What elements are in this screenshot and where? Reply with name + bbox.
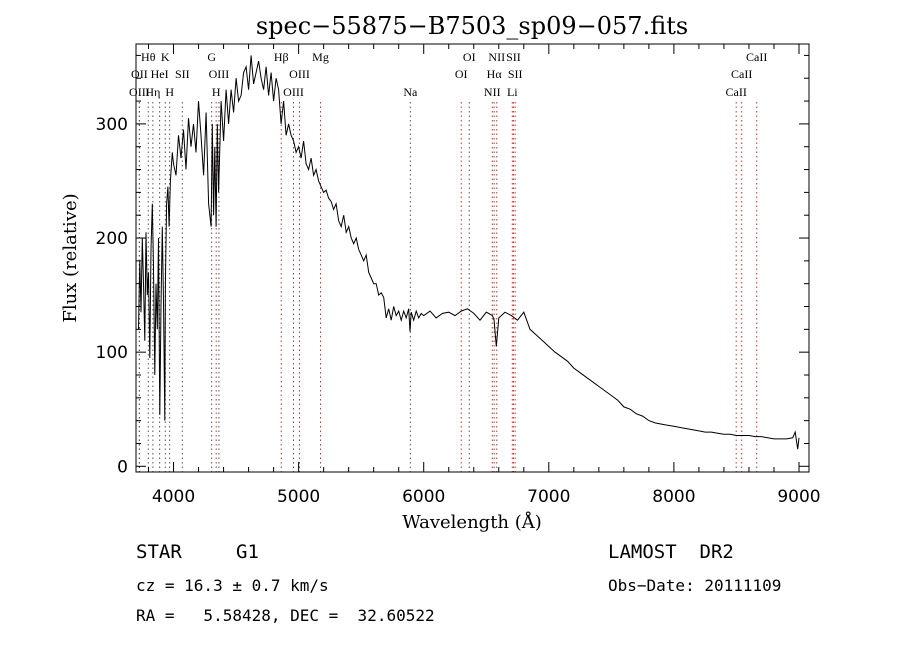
redshift-cz: cz = 16.3 ± 0.7 km/s xyxy=(136,576,329,595)
y-tick-label-1: 100 xyxy=(96,343,128,363)
line-label-14: Mg xyxy=(312,50,329,64)
object-subclass: G1 xyxy=(236,541,259,563)
line-label-2: OII xyxy=(131,67,148,81)
line-label-0: Hθ xyxy=(141,50,156,64)
survey-name: LAMOST DR2 xyxy=(608,541,734,563)
spectrum-chart: spec−55875−B7503_sp09−057.fits Hθ K OII HeI… xyxy=(60,12,821,533)
line-label-8: G xyxy=(207,50,216,64)
line-label-6: Hη xyxy=(145,85,160,99)
axis-ticks: 4000 5000 6000 7000 8000 9000 0 100 200 300 xyxy=(96,44,821,507)
line-label-24: CaII xyxy=(746,50,767,64)
object-type: STAR xyxy=(136,541,182,563)
line-label-23: Li xyxy=(507,85,518,99)
line-label-16: OI xyxy=(463,50,476,64)
line-label-25: CaII xyxy=(731,67,752,81)
line-label-9: OIII xyxy=(209,67,230,81)
line-label-18: NII xyxy=(488,50,505,64)
line-label-26: CaII xyxy=(726,85,747,99)
spectral-line-markers xyxy=(138,102,758,472)
spectrum-series xyxy=(138,55,800,450)
line-label-4: SII xyxy=(175,67,190,81)
y-tick-label-0: 0 xyxy=(117,457,128,477)
y-tick-label-3: 300 xyxy=(96,115,128,135)
line-label-1: K xyxy=(161,50,170,64)
line-label-10: H xyxy=(212,85,221,99)
x-tick-label-5: 9000 xyxy=(777,487,820,507)
line-label-7: H xyxy=(165,85,174,99)
y-axis-label: Flux (relative) xyxy=(60,193,81,322)
chart-title: spec−55875−B7503_sp09−057.fits xyxy=(256,12,688,40)
observation-date: Obs−Date: 20111109 xyxy=(608,576,782,595)
line-label-5: OIII xyxy=(129,85,150,99)
x-tick-label-4: 8000 xyxy=(652,487,695,507)
x-tick-label-2: 6000 xyxy=(402,487,445,507)
line-label-22: NII xyxy=(484,85,501,99)
plot-frame xyxy=(135,43,810,473)
x-axis-label: Wavelength (Å) xyxy=(402,511,542,533)
line-label-19: SII xyxy=(506,50,521,64)
line-label-15: Na xyxy=(403,85,418,99)
line-label-3: HeI xyxy=(151,67,169,81)
x-tick-label-3: 7000 xyxy=(527,487,570,507)
coordinates: RA = 5.58428, DEC = 32.60522 xyxy=(136,606,435,625)
line-label-20: Hα xyxy=(487,67,503,81)
line-label-12: OIII xyxy=(289,67,310,81)
line-label-13: OIII xyxy=(283,85,304,99)
line-label-11: Hβ xyxy=(274,50,289,64)
line-label-21: SII xyxy=(508,67,523,81)
y-tick-label-2: 200 xyxy=(96,229,128,249)
series-flux xyxy=(138,55,800,450)
x-tick-label-0: 4000 xyxy=(152,487,195,507)
line-label-17: OI xyxy=(455,67,468,81)
x-tick-label-1: 5000 xyxy=(277,487,320,507)
